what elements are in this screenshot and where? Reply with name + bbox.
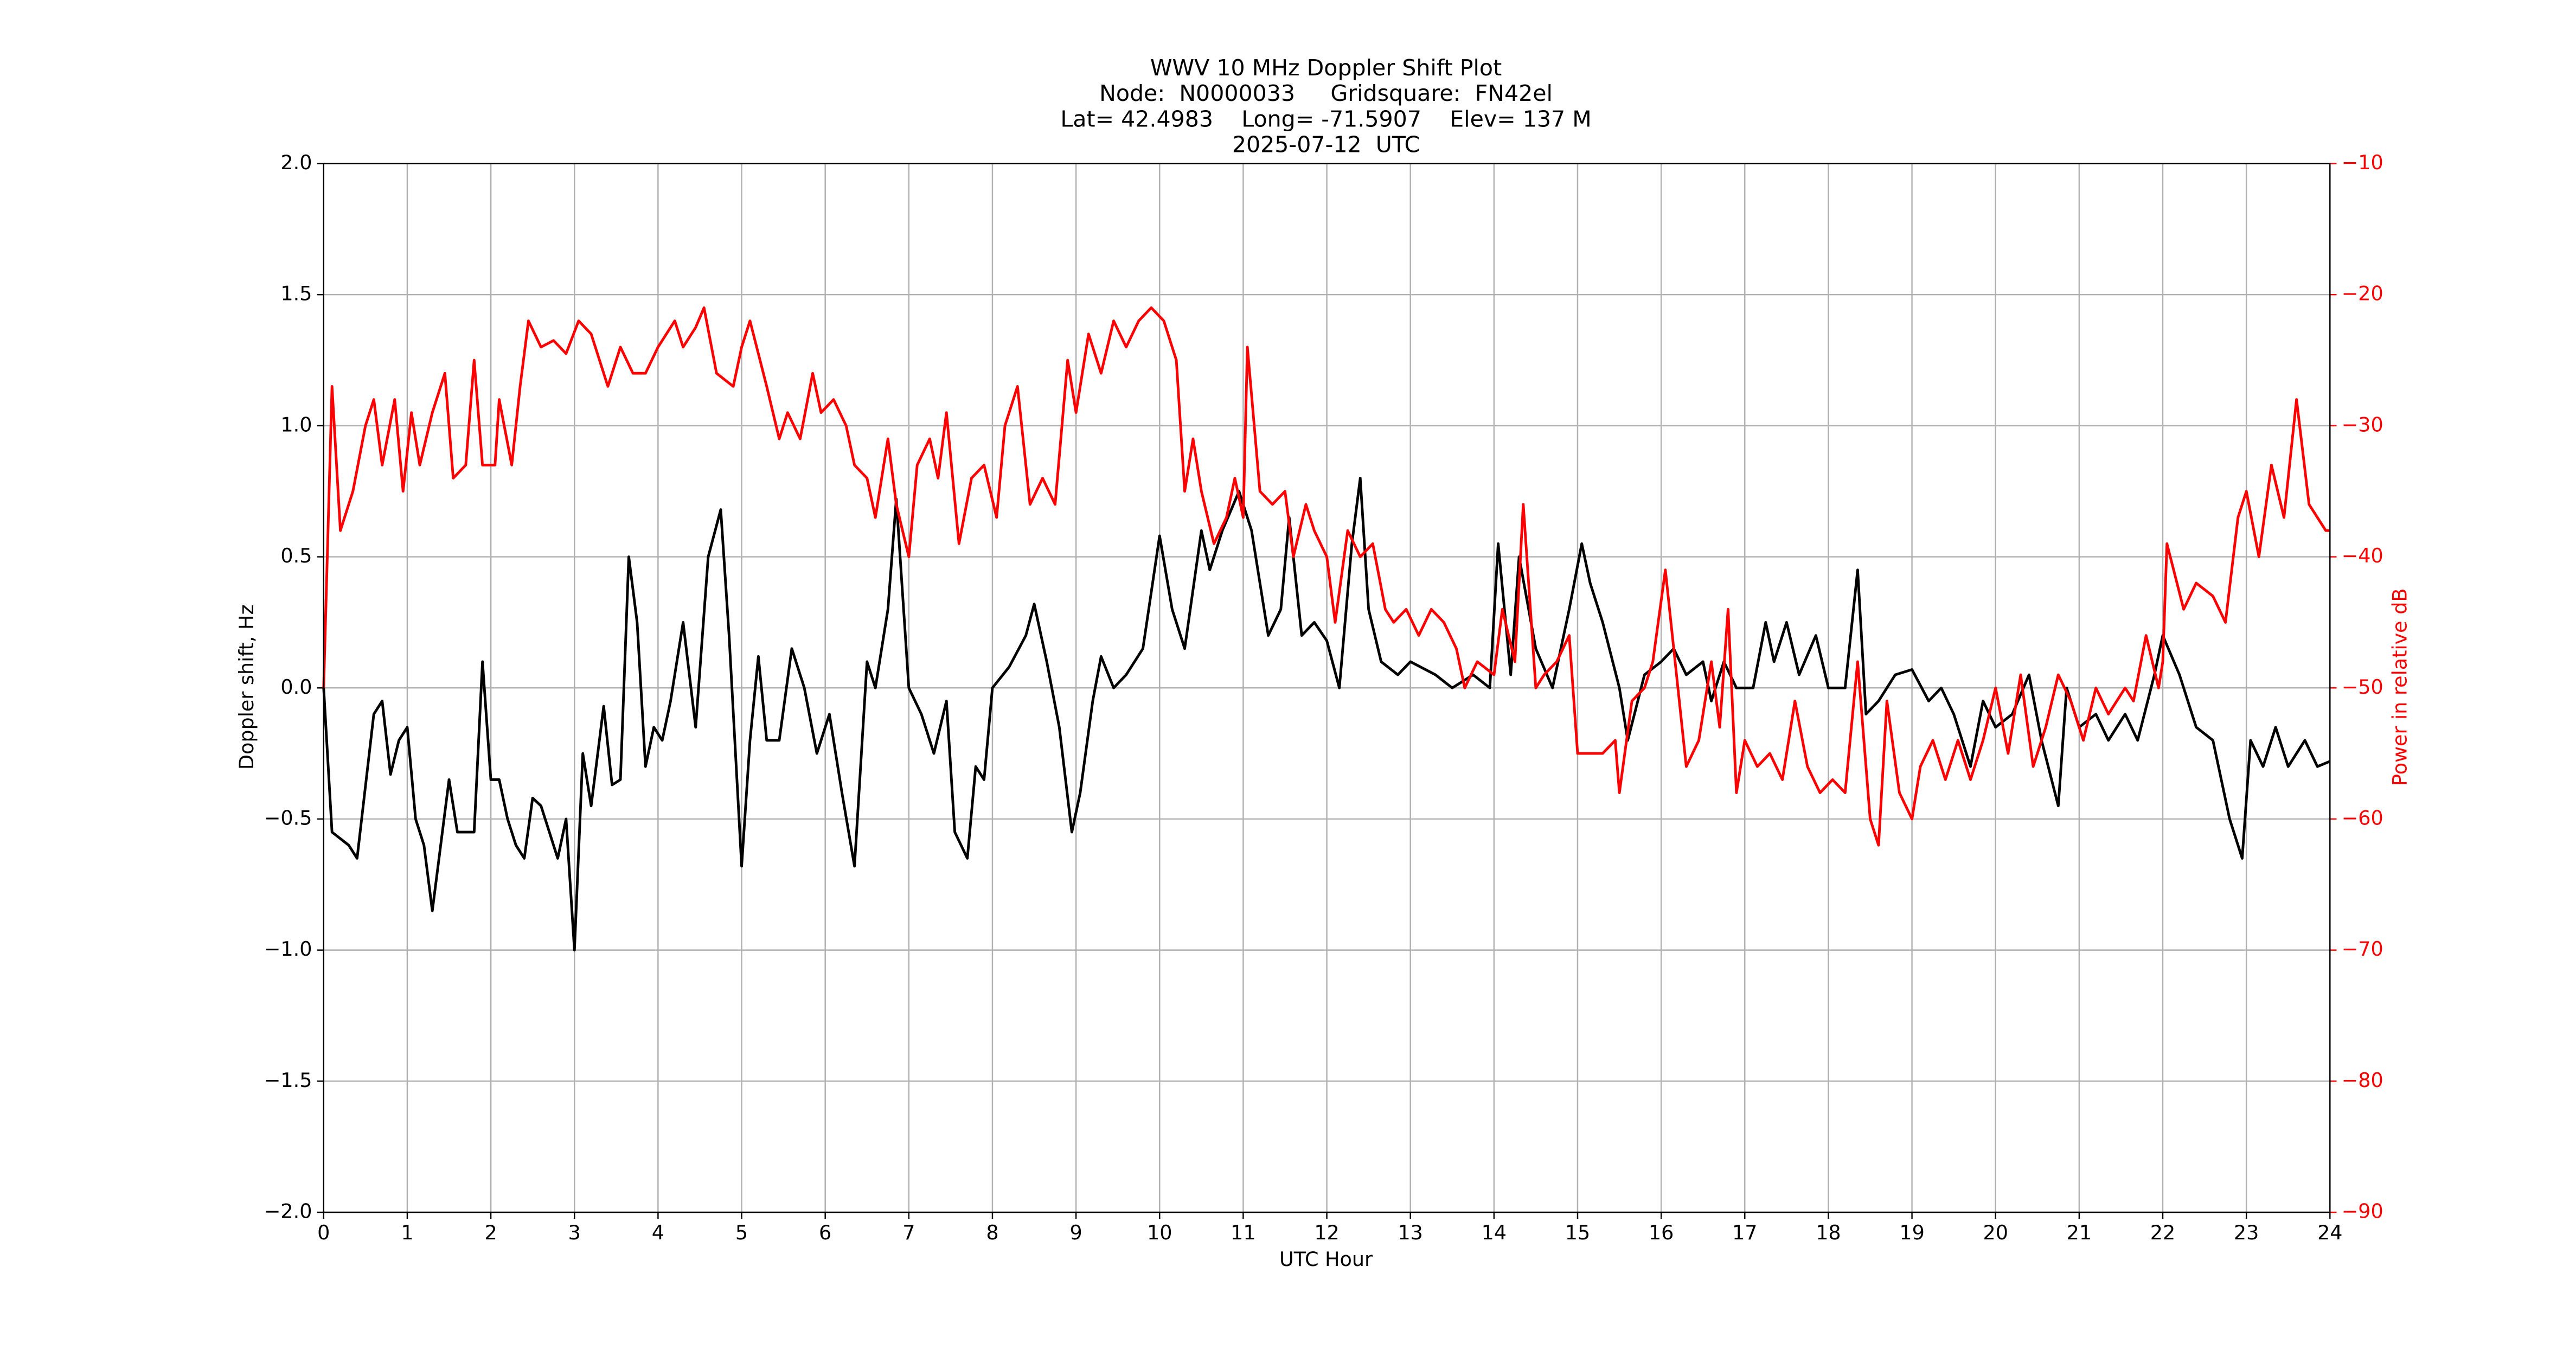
- x-tick-label: 24: [2317, 1221, 2342, 1244]
- x-tick-label: 10: [1147, 1221, 1172, 1244]
- y2-tick-label: −70: [2342, 937, 2383, 961]
- y-tick-label: −1.5: [264, 1069, 312, 1092]
- x-tick-label: 9: [1069, 1221, 1082, 1244]
- x-tick-label: 13: [1398, 1221, 1422, 1244]
- x-tick-label: 18: [1816, 1221, 1841, 1244]
- y-tick-label: 0.5: [280, 544, 312, 567]
- y2-tick-label: −10: [2342, 151, 2383, 174]
- y2-tick-label: −80: [2342, 1069, 2383, 1092]
- y-axis-label: Doppler shift, Hz: [235, 604, 258, 770]
- chart-title: Node: N0000033 Gridsquare: FN42el: [1099, 80, 1553, 106]
- y-tick-label: −1.0: [264, 937, 312, 961]
- y-tick-label: 2.0: [280, 151, 312, 174]
- y-tick-label: 1.0: [280, 413, 312, 436]
- x-tick-label: 6: [819, 1221, 831, 1244]
- y-tick-label: 1.5: [280, 282, 312, 305]
- x-tick-label: 11: [1231, 1221, 1255, 1244]
- x-tick-label: 21: [2067, 1221, 2092, 1244]
- x-tick-label: 0: [317, 1221, 330, 1244]
- x-axis-label: UTC Hour: [1279, 1248, 1373, 1271]
- x-tick-label: 3: [568, 1221, 581, 1244]
- x-tick-label: 7: [902, 1221, 915, 1244]
- x-tick-label: 14: [1482, 1221, 1507, 1244]
- x-tick-label: 4: [652, 1221, 664, 1244]
- y2-tick-label: −50: [2342, 675, 2383, 699]
- x-tick-label: 1: [401, 1221, 413, 1244]
- y-tick-label: −2.0: [264, 1200, 312, 1223]
- x-tick-label: 12: [1314, 1221, 1339, 1244]
- x-tick-label: 16: [1649, 1221, 1674, 1244]
- data-line: [322, 306, 2330, 847]
- x-tick-label: 2: [484, 1221, 497, 1244]
- y2-tick-label: −20: [2342, 282, 2383, 305]
- x-tick-label: 17: [1732, 1221, 1757, 1244]
- data-line: [322, 477, 2331, 952]
- y2-tick-label: −30: [2342, 413, 2383, 436]
- x-tick-label: 8: [986, 1221, 998, 1244]
- plot-frame: [323, 163, 2331, 1213]
- y2-axis-label: Power in relative dB: [2388, 589, 2412, 786]
- x-tick-label: 20: [1983, 1221, 2008, 1244]
- y-tick-label: −0.5: [264, 806, 312, 829]
- chart-title: WWV 10 MHz Doppler Shift Plot: [1150, 55, 1502, 81]
- x-tick-label: 5: [735, 1221, 748, 1244]
- y2-tick-label: −40: [2342, 544, 2383, 567]
- x-tick-label: 23: [2234, 1221, 2259, 1244]
- y2-tick-label: −90: [2342, 1200, 2383, 1223]
- y-tick-label: 0.0: [280, 675, 312, 699]
- x-tick-label: 15: [1565, 1221, 1590, 1244]
- chart-title: 2025-07-12 UTC: [1232, 132, 1420, 158]
- x-tick-label: 22: [2150, 1221, 2175, 1244]
- x-tick-label: 19: [1899, 1221, 1924, 1244]
- chart-title: Lat= 42.4983 Long= -71.5907 Elev= 137 M: [1060, 106, 1591, 132]
- y2-tick-label: −60: [2342, 806, 2383, 829]
